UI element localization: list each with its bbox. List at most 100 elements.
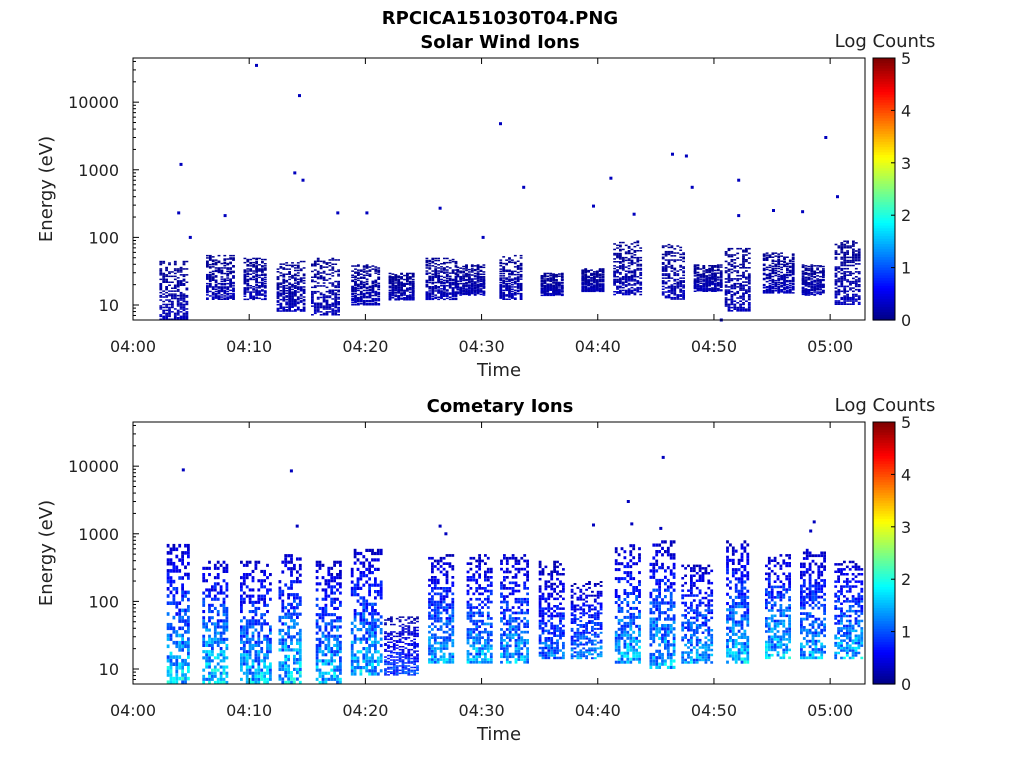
heatmap-cell: [169, 651, 173, 656]
heatmap-cell: [184, 630, 187, 634]
heatmap-cell: [786, 263, 789, 266]
heatmap-cell: [621, 261, 625, 263]
heatmap-cell: [724, 289, 728, 291]
heatmap-cell: [516, 260, 520, 262]
heatmap-cell: [771, 280, 775, 283]
heatmap-cell: [299, 281, 303, 283]
heatmap-cell: [774, 255, 778, 257]
heatmap-cell: [182, 299, 186, 301]
heatmap-cell: [679, 280, 683, 282]
heatmap-cell: [257, 656, 261, 660]
heatmap-cell: [508, 269, 511, 271]
heatmap-cell: [240, 637, 243, 641]
heatmap-cell: [290, 560, 293, 564]
heatmap-cell: [172, 569, 176, 573]
heatmap-cell: [208, 637, 211, 641]
heatmap-cell: [290, 586, 293, 590]
heatmap-cell: [261, 279, 264, 282]
heatmap-cell: [182, 297, 186, 300]
heatmap-cell: [673, 288, 677, 290]
heatmap-cell: [630, 270, 634, 272]
heatmap-cell: [296, 661, 299, 665]
heatmap-cell: [482, 285, 486, 287]
heatmap-cell: [513, 286, 517, 288]
heatmap-cell: [664, 266, 668, 268]
heatmap-cell: [445, 297, 449, 300]
heatmap-cell: [246, 268, 250, 270]
heatmap-cell: [801, 282, 805, 284]
heatmap-cell: [670, 246, 674, 249]
heatmap-cell: [664, 287, 668, 289]
heatmap-cell: [252, 276, 255, 279]
heatmap-cell: [459, 272, 463, 274]
heatmap-cell: [248, 560, 252, 564]
heatmap-cell: [365, 282, 369, 285]
heatmap-cell: [473, 289, 477, 292]
heatmap-cell: [513, 292, 517, 295]
heatmap-cell: [807, 268, 811, 270]
heatmap-cell: [730, 310, 734, 312]
heatmap-cell: [505, 295, 508, 297]
heatmap-cell: [211, 643, 214, 647]
heatmap-cell: [281, 602, 285, 606]
heatmap-cell: [374, 268, 378, 270]
heatmap-cell: [661, 269, 665, 271]
heatmap-cell: [664, 259, 668, 261]
heatmap-cell: [511, 290, 514, 293]
heatmap-cell: [225, 643, 229, 647]
heatmap-cell: [354, 281, 357, 284]
heatmap-cell: [293, 567, 296, 571]
heatmap-cell: [208, 674, 211, 678]
heatmap-cell: [633, 282, 637, 285]
heatmap-cell: [511, 273, 514, 276]
heatmap-cell: [661, 257, 665, 260]
heatmap-cell: [185, 296, 189, 298]
heatmap-cell: [619, 291, 622, 293]
heatmap-cell: [205, 643, 208, 647]
colorbar-swatch: [873, 299, 895, 303]
heatmap-cell: [801, 291, 805, 293]
heatmap-cell: [804, 290, 808, 292]
heatmap-cell: [440, 282, 443, 285]
heatmap-cell: [246, 260, 250, 263]
heatmap-cell: [202, 674, 206, 678]
heatmap-cell: [278, 677, 282, 681]
heatmap-cell: [813, 272, 817, 275]
heatmap-cell: [313, 262, 317, 264]
heatmap-cell: [206, 277, 209, 279]
heatmap-cell: [313, 309, 317, 312]
heatmap-cell: [857, 248, 861, 251]
heatmap-cell: [613, 274, 616, 277]
heatmap-cell: [468, 292, 471, 295]
heatmap-cell: [468, 275, 471, 277]
heatmap-cell: [282, 292, 286, 294]
heatmap-cell: [667, 274, 671, 277]
heatmap-cell: [162, 306, 166, 309]
heatmap-cell: [745, 278, 748, 280]
heatmap-cell: [165, 312, 168, 315]
heatmap-cell: [263, 671, 266, 675]
colorbar-swatch: [873, 204, 895, 208]
heatmap-cell: [362, 276, 366, 278]
heatmap-cell: [185, 317, 189, 319]
heatmap-cell: [852, 253, 855, 255]
heatmap-cell: [456, 289, 460, 291]
heatmap-cell: [843, 298, 847, 301]
heatmap-cell: [165, 315, 168, 318]
heatmap-cell: [318, 563, 322, 567]
heatmap-cell: [621, 286, 625, 289]
heatmap-cell: [287, 586, 290, 590]
heatmap-cell: [745, 247, 748, 250]
heatmap-cell: [351, 304, 354, 306]
colorbar-swatch: [873, 202, 895, 206]
heatmap-cell: [368, 274, 372, 276]
heatmap-cell: [727, 289, 731, 291]
heatmap-cell: [451, 290, 455, 292]
heatmap-cell: [801, 293, 805, 296]
heatmap-cell: [279, 305, 283, 307]
heatmap-cell: [676, 282, 680, 285]
heatmap-cell: [208, 591, 211, 595]
heatmap-cell: [482, 264, 486, 266]
heatmap-cell: [742, 263, 745, 266]
